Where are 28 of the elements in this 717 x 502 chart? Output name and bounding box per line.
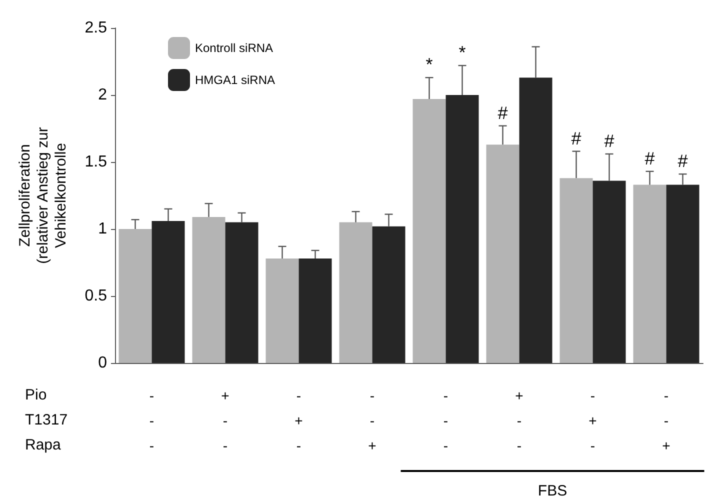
data-label: #	[604, 130, 614, 151]
x-tick-label: - + -	[294, 388, 303, 454]
x-tick-label: + - -	[221, 388, 230, 454]
y-axis-title: Zellproliferation (relativer Anstieg zur Vehikelkontrolle	[16, 127, 70, 264]
x-tick-label: + - -	[515, 388, 524, 454]
y-tick-label: 0.5	[84, 288, 108, 304]
y-tick-label: 1.5	[84, 154, 108, 170]
text: Pio	[25, 386, 47, 404]
y-tick-label: 2.5	[84, 20, 108, 36]
y-tick-label: 1	[98, 220, 108, 238]
x-tick-label: - - -	[443, 388, 448, 454]
legend-label: Kontroll siRNA	[195, 41, 274, 55]
legend-label: HMGA1 siRNA	[195, 73, 276, 87]
data-label: *	[458, 42, 466, 63]
data-label: #	[571, 128, 582, 148]
x-tick-label: - - +	[662, 388, 670, 454]
x-tick-label: - - -	[149, 388, 154, 454]
y-tick-label: 2	[98, 86, 108, 104]
text: Rapa	[25, 436, 62, 454]
data-label: #	[644, 148, 655, 168]
text: FBS	[538, 482, 568, 500]
data-label: #	[498, 102, 508, 123]
y-tick-label: 0	[98, 354, 108, 372]
x-tick-label: - - +	[368, 388, 376, 454]
text: T1317	[25, 412, 68, 428]
data-label: *	[426, 54, 433, 75]
data-label: #	[678, 151, 688, 172]
x-tick-label: - + -	[588, 388, 597, 454]
